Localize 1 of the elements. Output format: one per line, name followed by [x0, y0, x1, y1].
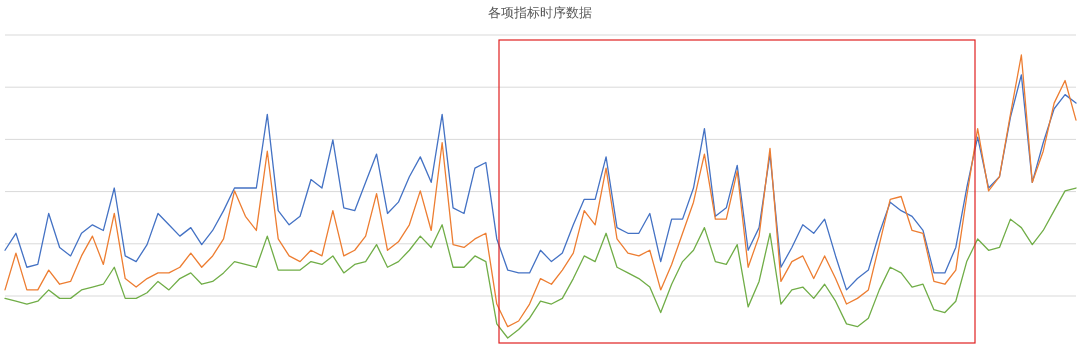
chart-title: 各项指标时序数据 — [488, 5, 592, 20]
